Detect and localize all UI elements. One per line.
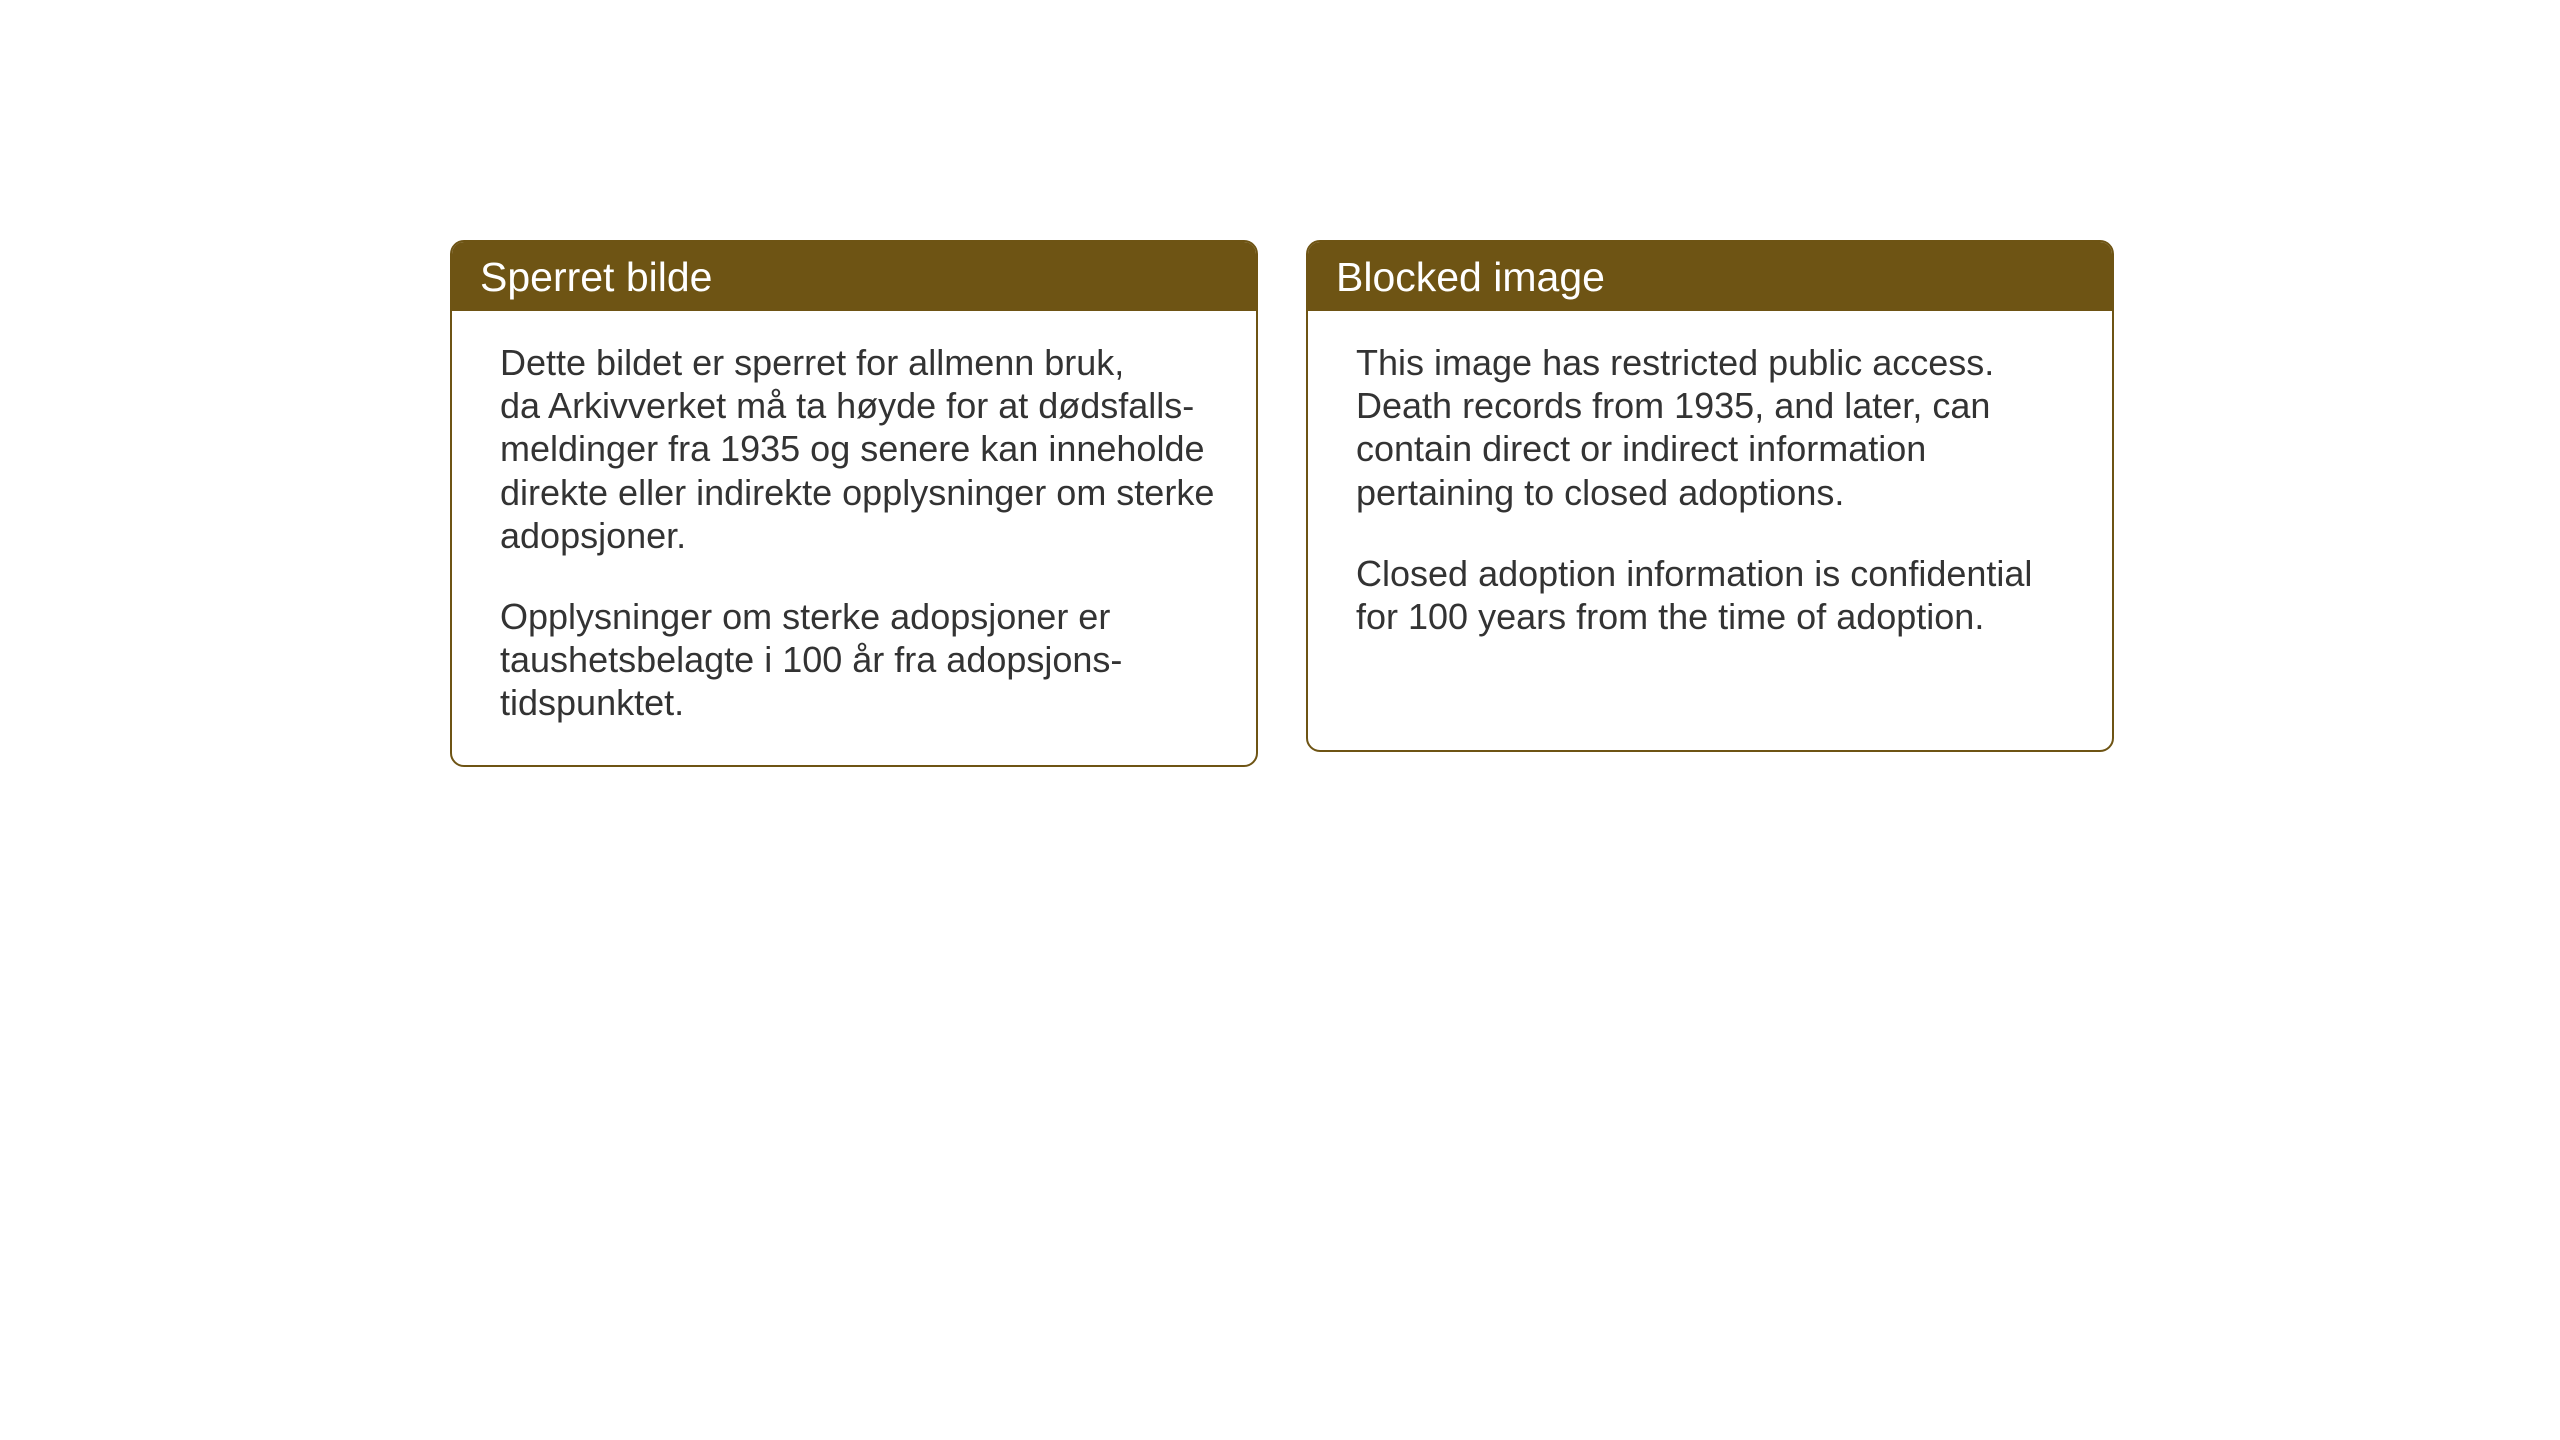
card-body-english: This image has restricted public access.… [1308,311,2112,678]
notice-card-english: Blocked image This image has restricted … [1306,240,2114,752]
card-paragraph: This image has restricted public access.… [1356,341,2072,514]
card-header-english: Blocked image [1308,242,2112,311]
notice-container: Sperret bilde Dette bildet er sperret fo… [0,0,2560,767]
card-paragraph: Opplysninger om sterke adopsjoner er tau… [500,595,1216,725]
card-header-norwegian: Sperret bilde [452,242,1256,311]
notice-card-norwegian: Sperret bilde Dette bildet er sperret fo… [450,240,1258,767]
card-paragraph: Dette bildet er sperret for allmenn bruk… [500,341,1216,557]
card-title: Sperret bilde [480,254,712,300]
card-paragraph: Closed adoption information is confident… [1356,552,2072,638]
card-body-norwegian: Dette bildet er sperret for allmenn bruk… [452,311,1256,765]
card-title: Blocked image [1336,254,1605,300]
